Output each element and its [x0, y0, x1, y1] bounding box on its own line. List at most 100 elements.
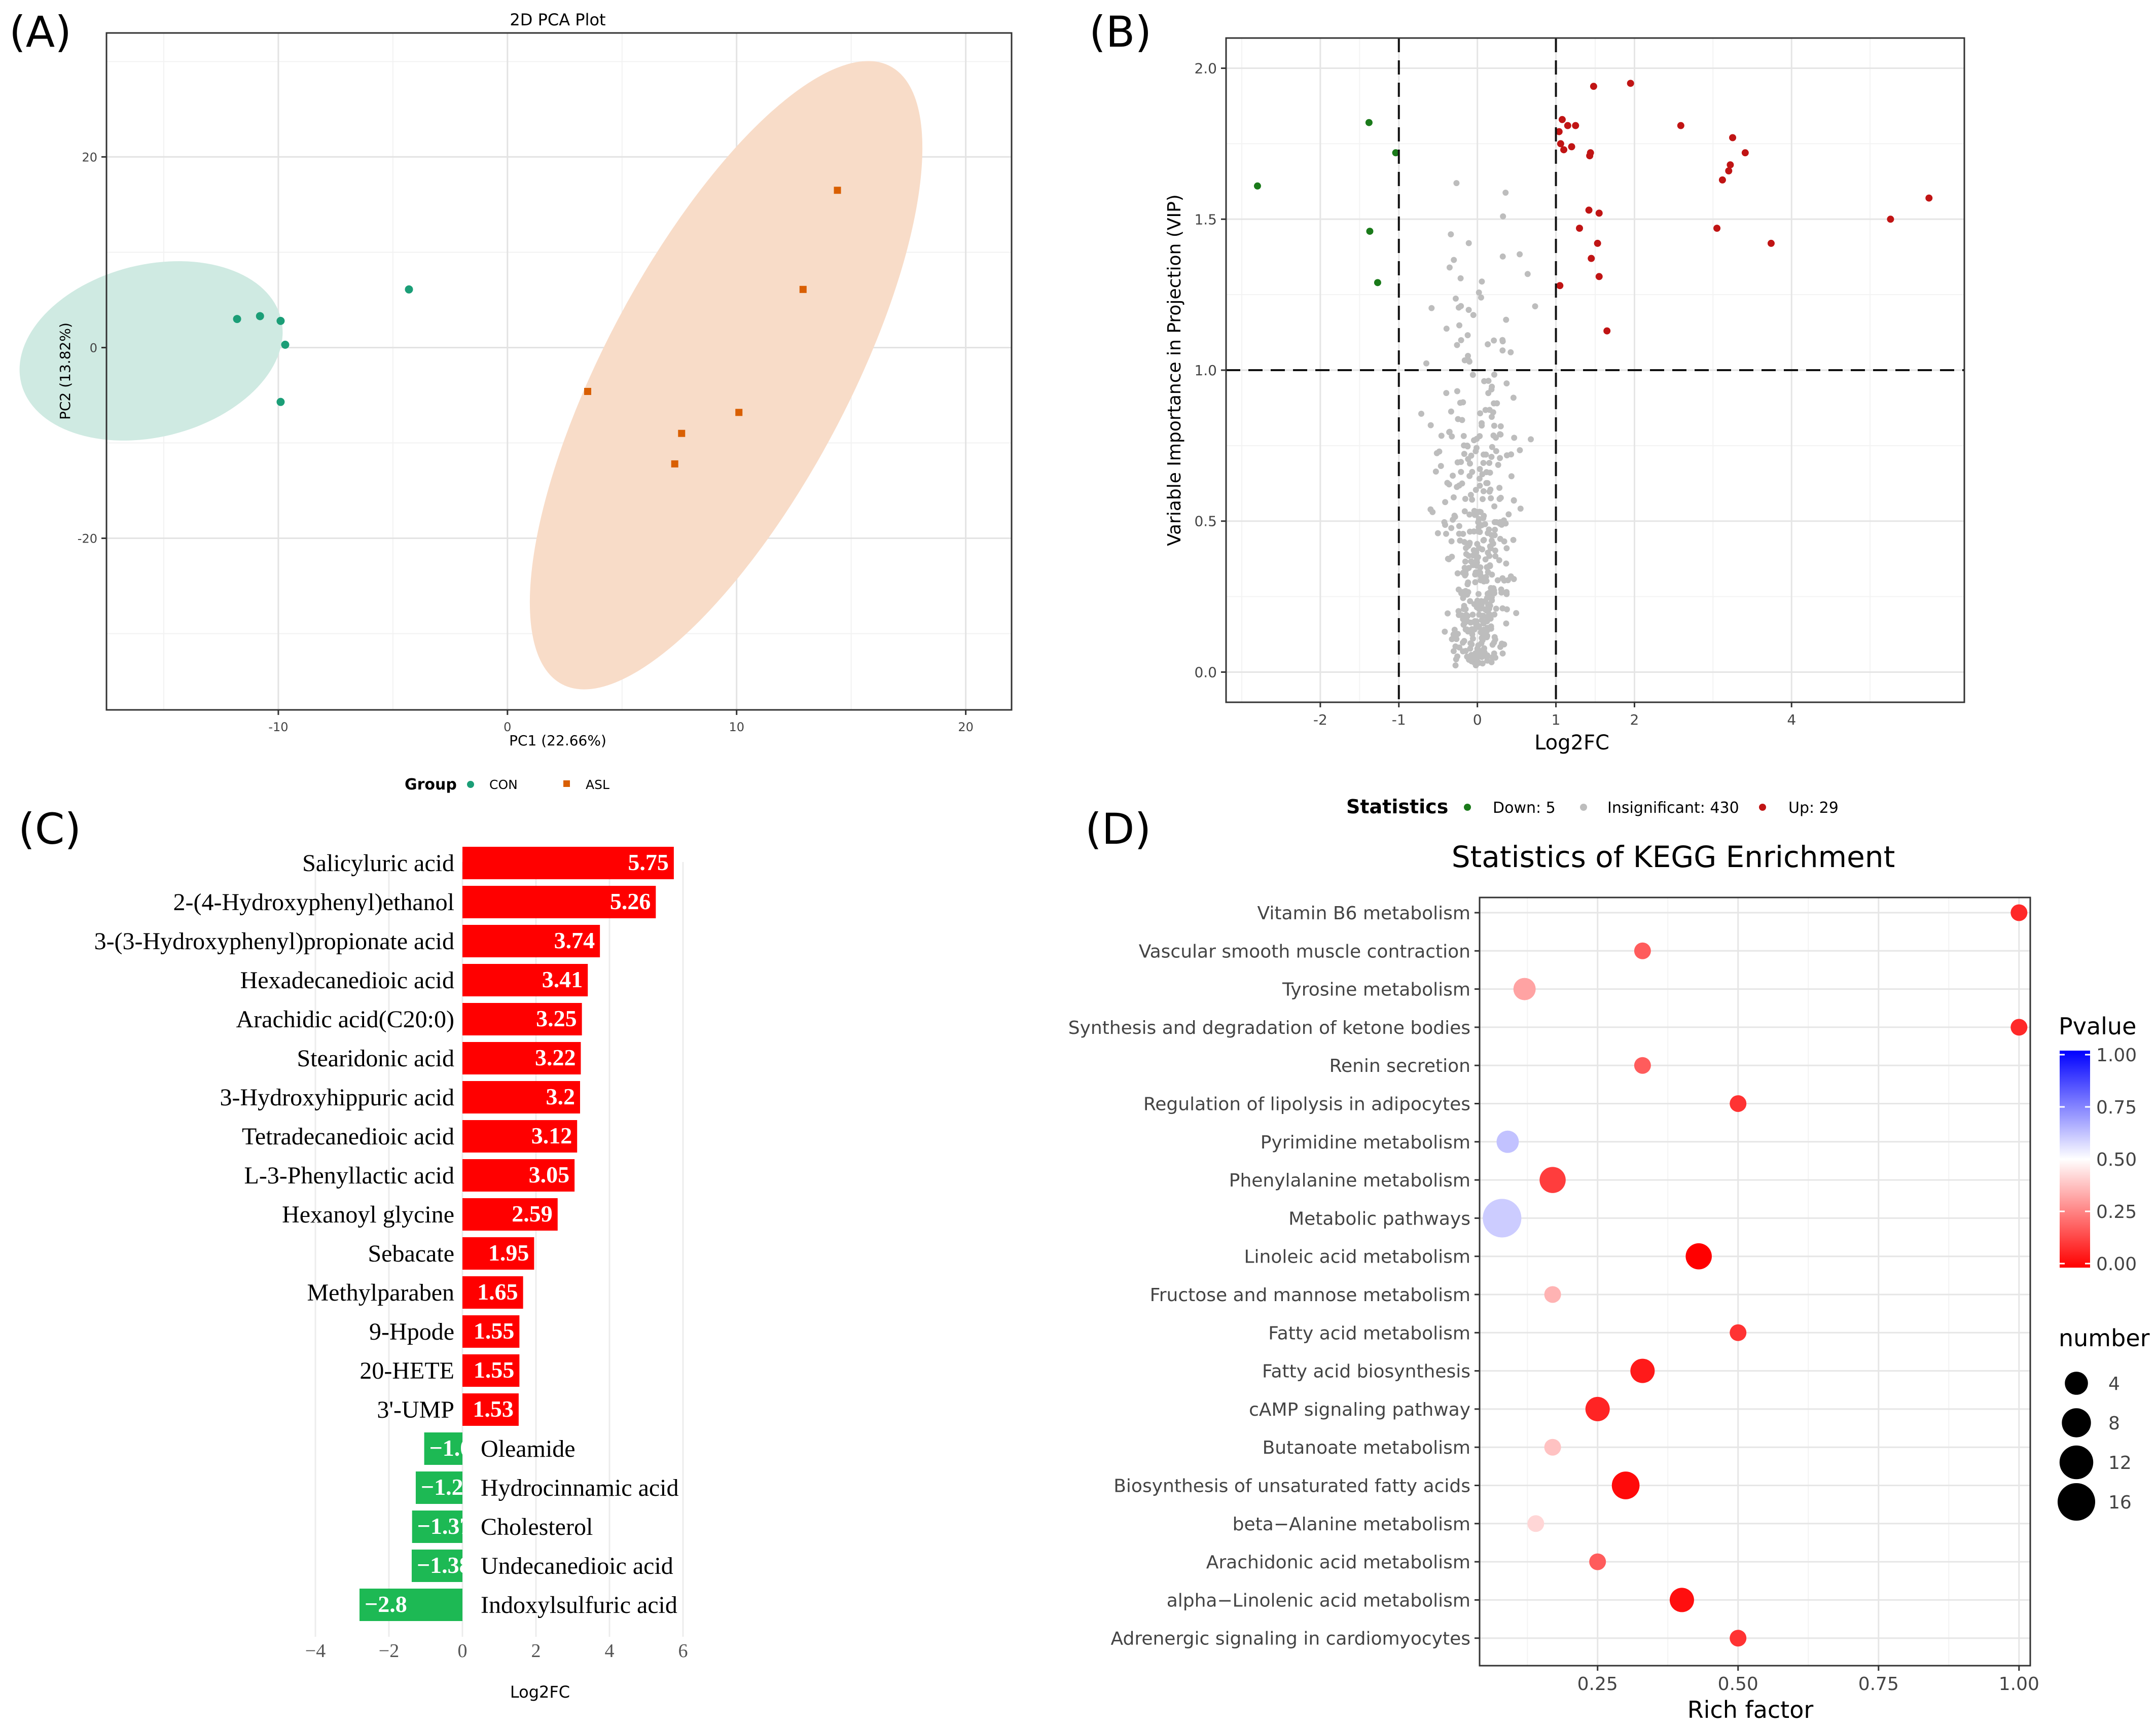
- volcano-point-insignificant: [1438, 433, 1445, 439]
- bar-category-label: Hydrocinnamic acid: [481, 1475, 679, 1501]
- volcano-point-insignificant: [1524, 271, 1531, 277]
- volcano-point-insignificant: [1458, 337, 1464, 343]
- pvalue-tick-label: 0.25: [2096, 1202, 2137, 1223]
- volcano-point-insignificant: [1464, 654, 1470, 660]
- volcano-point-insignificant: [1451, 257, 1457, 263]
- volcano-point-insignificant: [1532, 303, 1538, 310]
- bar: [462, 847, 674, 879]
- volcano-point-insignificant: [1477, 410, 1484, 417]
- pca-point-con: [233, 315, 241, 324]
- volcano-ytick-label: 1.5: [1194, 211, 1217, 228]
- volcano-point-insignificant: [1433, 450, 1440, 456]
- bar-xlabel: Log2FC: [510, 1682, 570, 1702]
- volcano-point-insignificant: [1465, 307, 1472, 313]
- kegg-bubble: [2010, 904, 2028, 921]
- panel-label-d: (D): [1085, 804, 1151, 854]
- volcano-point-insignificant: [1484, 480, 1491, 486]
- volcano-point-insignificant: [1486, 459, 1493, 466]
- bar-value-label: 1.65: [477, 1279, 518, 1305]
- number-legend-dot: [2059, 1445, 2094, 1480]
- volcano-point-insignificant: [1478, 509, 1484, 515]
- volcano-point-insignificant: [1497, 643, 1503, 650]
- volcano-point-up: [1556, 282, 1564, 290]
- kegg-bubble-chart: Statistics of KEGG Enrichment 0.25 0.50 0.…: [1068, 840, 2150, 1723]
- volcano-ytick-label: 2.0: [1194, 60, 1217, 77]
- kegg-xtick-label: 0.50: [1718, 1674, 1758, 1695]
- volcano-point-insignificant: [1491, 400, 1497, 407]
- volcano-point-insignificant: [1491, 639, 1497, 646]
- volcano-point-insignificant: [1503, 316, 1510, 323]
- bar-axis-ticks: −4 −2 0 2 4 6: [305, 1640, 688, 1662]
- pca-xtick-label: 0: [504, 720, 511, 734]
- bar-category-label: Methylparaben: [307, 1279, 454, 1306]
- kegg-axis-ticks: 0.25 0.50 0.75 1.00: [1475, 912, 2039, 1695]
- volcano-point-insignificant: [1465, 565, 1472, 571]
- volcano-point-insignificant: [1482, 407, 1489, 413]
- volcano-point-up: [1568, 143, 1575, 151]
- bar-category-label: Tetradecanedioic acid: [242, 1123, 454, 1150]
- kegg-pathway-label: Arachidonic acid metabolism: [1206, 1552, 1470, 1573]
- bar-value-label: 3.2: [546, 1084, 576, 1109]
- kegg-pathway-label: Fatty acid biosynthesis: [1262, 1361, 1470, 1382]
- volcano-point-insignificant: [1451, 512, 1458, 519]
- pca-ytick-label: 20: [82, 150, 97, 164]
- kegg-title: Statistics of KEGG Enrichment: [1452, 840, 1895, 874]
- volcano-point-down: [1253, 182, 1261, 190]
- volcano-point-up: [1887, 215, 1894, 223]
- volcano-point-insignificant: [1499, 337, 1506, 343]
- bar-value-label: −1.37: [417, 1513, 472, 1539]
- pca-point-con: [405, 285, 413, 294]
- pca-axis-ticks: -10 0 10 20 -20 0 20: [78, 150, 974, 734]
- bar-value-label: −1.38: [417, 1552, 471, 1578]
- kegg-bubble: [1685, 1243, 1712, 1270]
- kegg-bubble: [1544, 1286, 1561, 1303]
- volcano-point-insignificant: [1490, 409, 1496, 416]
- volcano-point-insignificant: [1446, 264, 1453, 271]
- bar-xtick-label: −2: [379, 1640, 399, 1662]
- kegg-bubble: [1585, 1396, 1610, 1421]
- volcano-point-up: [1595, 209, 1603, 217]
- volcano-point-insignificant: [1462, 495, 1468, 502]
- volcano-point-up: [1555, 128, 1563, 135]
- volcano-point-insignificant: [1444, 480, 1451, 486]
- volcano-xtick-label: -2: [1313, 711, 1327, 728]
- kegg-plot-frame: [1479, 896, 2031, 1667]
- volcano-point-insignificant: [1450, 494, 1457, 500]
- volcano-point-insignificant: [1471, 512, 1478, 518]
- volcano-point-insignificant: [1517, 447, 1523, 453]
- pca-point-con: [276, 316, 285, 325]
- bar-category-label: Hexadecanedioic acid: [240, 967, 454, 994]
- bar-category-label: Oleamide: [481, 1435, 576, 1462]
- volcano-point-insignificant: [1458, 469, 1464, 475]
- volcano-point-insignificant: [1427, 422, 1434, 428]
- number-legend-dot: [2062, 1408, 2091, 1438]
- volcano-point-insignificant: [1511, 576, 1517, 582]
- bar-value-label: 1.55: [474, 1357, 515, 1383]
- pca-points: [233, 187, 841, 468]
- volcano-point-up: [1725, 167, 1733, 174]
- volcano-point-down: [1374, 279, 1381, 286]
- bar: [462, 1120, 578, 1153]
- bar-value-label: −1.04: [429, 1435, 484, 1461]
- volcano-point-insignificant: [1446, 428, 1453, 435]
- volcano-point-insignificant: [1469, 372, 1476, 378]
- bar-category-label: 3'-UMP: [377, 1396, 454, 1423]
- kegg-grid: [1480, 897, 2030, 1666]
- volcano-point-insignificant: [1478, 601, 1485, 608]
- bar-category-label: 9-Hpode: [369, 1318, 454, 1345]
- volcano-point-insignificant: [1505, 511, 1512, 518]
- number-legend-dot: [2057, 1483, 2096, 1521]
- volcano-point-up: [1558, 116, 1566, 123]
- bar: [360, 1589, 462, 1621]
- volcano-point-insignificant: [1448, 538, 1455, 545]
- volcano-point-insignificant: [1484, 618, 1490, 625]
- volcano-point-insignificant: [1486, 488, 1493, 495]
- volcano-point-insignificant: [1460, 433, 1467, 439]
- pca-point-asl: [584, 387, 591, 395]
- bar: [462, 1315, 520, 1348]
- volcano-point-insignificant: [1456, 322, 1463, 329]
- volcano-point-insignificant: [1489, 444, 1495, 450]
- volcano-point-up: [1727, 161, 1734, 169]
- bar-xtick-label: −4: [305, 1640, 326, 1662]
- volcano-ylabel: Variable Importance in Projection (VIP): [1164, 194, 1185, 546]
